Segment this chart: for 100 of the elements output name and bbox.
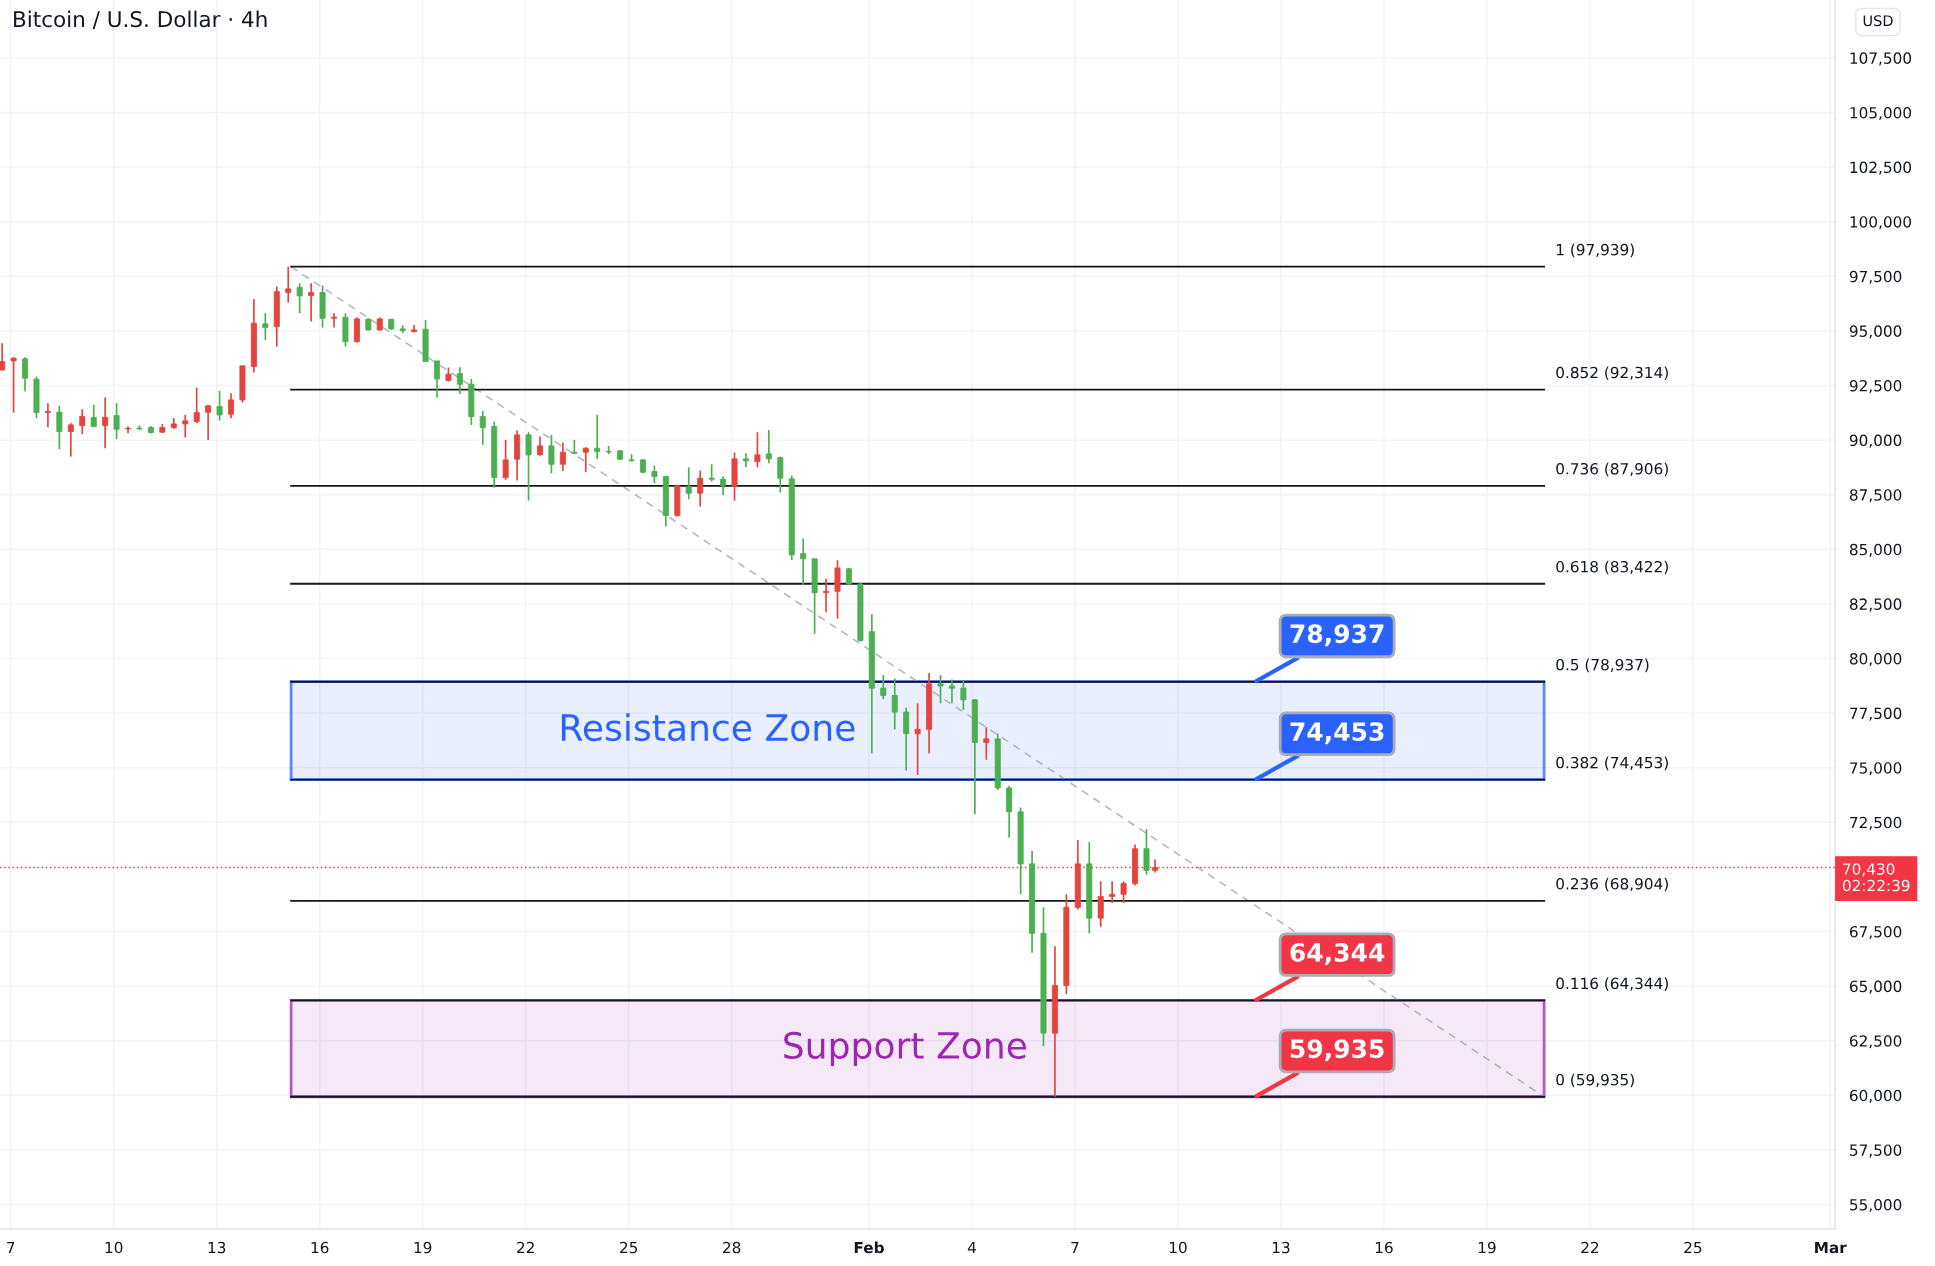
candlestick bbox=[79, 408, 86, 436]
candlestick bbox=[331, 312, 337, 329]
y-tick-label: 57,500 bbox=[1850, 1144, 1902, 1158]
x-tick-label: 16 bbox=[311, 1241, 329, 1254]
candlestick bbox=[44, 402, 51, 429]
candlestick bbox=[754, 431, 761, 469]
x-tick-label: Mar bbox=[1815, 1241, 1847, 1254]
ref-line-label: 0 (59,935) bbox=[1556, 1073, 1634, 1088]
y-tick-label: 55,000 bbox=[1850, 1199, 1902, 1213]
band-label: Resistance Zone bbox=[561, 713, 855, 742]
candlestick bbox=[571, 439, 578, 456]
candlestick bbox=[880, 674, 887, 700]
candlestick bbox=[308, 282, 315, 323]
x-tick-label: 16 bbox=[1375, 1241, 1393, 1254]
candlestick bbox=[205, 404, 212, 441]
x-tick-label: 22 bbox=[1581, 1241, 1599, 1254]
candlestick bbox=[182, 414, 189, 439]
y-tick-label: 80,000 bbox=[1849, 652, 1902, 667]
y-tick-label: 95,000 bbox=[1849, 325, 1902, 339]
annotation: 64,344 bbox=[1290, 942, 1385, 966]
candlestick bbox=[948, 678, 955, 705]
candlestick bbox=[823, 577, 830, 614]
annotation: 59,935 bbox=[1290, 1039, 1384, 1062]
x-tick-label: 13 bbox=[208, 1241, 226, 1254]
candlestick bbox=[983, 726, 990, 761]
y-tick-label: 97,500 bbox=[1849, 270, 1902, 284]
y-tick-label: 67,500 bbox=[1849, 925, 1902, 940]
candlestick bbox=[216, 390, 223, 422]
candlestick bbox=[536, 435, 543, 457]
candlestick bbox=[479, 410, 486, 446]
candlestick bbox=[697, 469, 704, 508]
ref-line-label: 0.382 (74,453) bbox=[1556, 756, 1668, 771]
ref-line-label: 0.736 (87,906) bbox=[1556, 462, 1668, 477]
y-tick-label: 72,500 bbox=[1850, 816, 1902, 830]
x-tick-label: 25 bbox=[1684, 1241, 1702, 1254]
candlestick bbox=[262, 312, 269, 341]
candlestick bbox=[113, 402, 120, 441]
x-tick-label: 10 bbox=[1169, 1241, 1187, 1254]
candlestick bbox=[1097, 880, 1104, 928]
candlestick bbox=[1120, 880, 1127, 904]
y-tick-label: 77,500 bbox=[1850, 707, 1902, 721]
annotation: 74,453 bbox=[1290, 722, 1384, 745]
y-tick-label: 87,500 bbox=[1849, 489, 1902, 503]
candlestick bbox=[1109, 880, 1116, 904]
candlestick bbox=[720, 475, 727, 496]
candlestick bbox=[525, 431, 532, 502]
candlestick bbox=[891, 677, 898, 731]
candlestick bbox=[285, 265, 292, 304]
candlestick bbox=[10, 356, 17, 414]
x-tick-label: 10 bbox=[105, 1241, 123, 1254]
candlestick bbox=[800, 537, 807, 587]
ref-line-label: 0.5 (78,937) bbox=[1556, 658, 1649, 673]
candlestick bbox=[777, 455, 784, 494]
y-tick-label: 62,500 bbox=[1849, 1035, 1902, 1049]
candlestick bbox=[353, 316, 360, 344]
x-tick-label: 4 bbox=[967, 1241, 976, 1254]
candlestick bbox=[456, 366, 463, 395]
y-tick-label: 82,500 bbox=[1849, 598, 1902, 612]
candlestick bbox=[67, 422, 74, 458]
y-tick-label: 100,000 bbox=[1850, 216, 1912, 230]
ref-line-label: 0.618 (83,422) bbox=[1556, 560, 1668, 575]
x-tick-label: 7 bbox=[7, 1241, 15, 1254]
candlestick bbox=[559, 441, 566, 472]
y-tick-label: 65,000 bbox=[1849, 980, 1902, 994]
y-tick-label: 75,000 bbox=[1850, 762, 1902, 776]
band-label: Support Zone bbox=[784, 1031, 1027, 1067]
candlestick bbox=[834, 559, 841, 620]
candlestick bbox=[56, 405, 63, 451]
chart-title: Bitcoin / U.S. Dollar · 4h bbox=[14, 10, 267, 29]
x-tick-label: 13 bbox=[1272, 1241, 1290, 1254]
text: USD bbox=[1863, 15, 1893, 27]
candlestick bbox=[502, 439, 509, 481]
annotation: 78,937 bbox=[1290, 624, 1384, 647]
x-tick-label: 7 bbox=[1071, 1241, 1079, 1254]
y-tick-label: 107,500 bbox=[1850, 52, 1912, 66]
candlestick bbox=[102, 396, 109, 450]
y-tick-label: 90,000 bbox=[1849, 434, 1902, 448]
candlestick bbox=[914, 702, 921, 776]
candlestick bbox=[296, 282, 303, 315]
candlestick bbox=[903, 706, 910, 772]
candlestick bbox=[434, 360, 440, 399]
y-tick-label: 85,000 bbox=[1849, 543, 1902, 557]
ref-line-label: 70,430 02:22:39 bbox=[1842, 863, 1910, 892]
candlestick bbox=[1006, 784, 1013, 839]
candlestick bbox=[937, 674, 944, 705]
candlestick bbox=[1143, 828, 1150, 876]
candlestick bbox=[594, 414, 601, 460]
y-tick-label: 102,500 bbox=[1850, 161, 1912, 175]
ref-line-label: 1 (97,939) bbox=[1556, 243, 1634, 258]
ref-line-label: 0.852 (92,314) bbox=[1556, 366, 1668, 381]
x-tick-label: 28 bbox=[723, 1241, 741, 1254]
x-tick-label: 25 bbox=[620, 1241, 638, 1254]
y-tick-label: 105,000 bbox=[1850, 106, 1912, 121]
candlestick bbox=[548, 434, 555, 475]
candlestick bbox=[765, 429, 772, 465]
candlestick bbox=[685, 466, 692, 501]
x-tick-label: 19 bbox=[1478, 1241, 1496, 1254]
y-tick-label: 60,000 bbox=[1849, 1089, 1902, 1103]
candlestick bbox=[960, 679, 967, 711]
candlestick bbox=[90, 404, 97, 428]
